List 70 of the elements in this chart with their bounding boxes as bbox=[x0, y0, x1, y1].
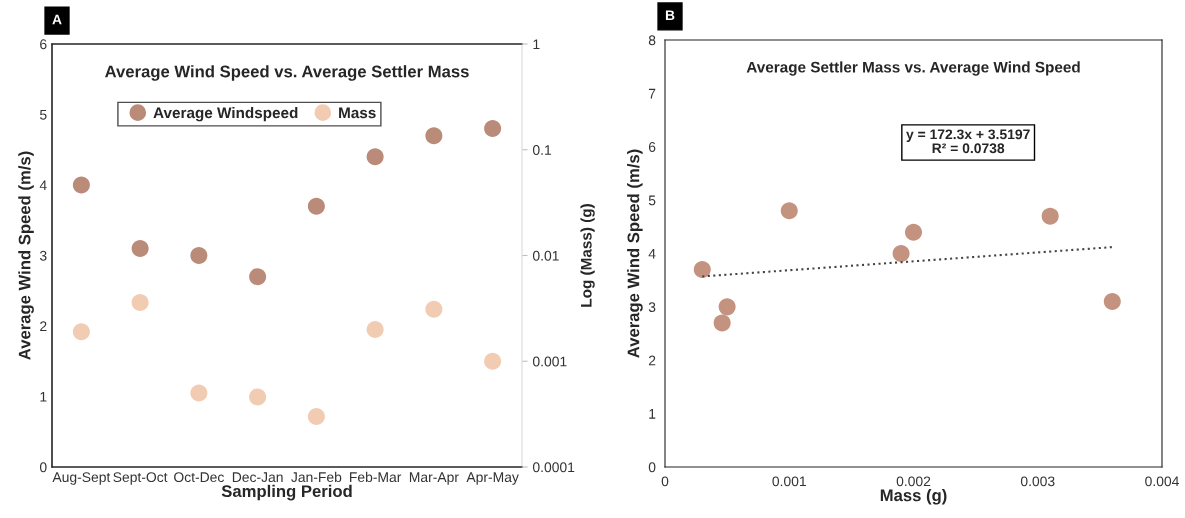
point bbox=[780, 202, 798, 220]
point bbox=[892, 244, 910, 263]
x-tick-label: Oct-Dec bbox=[174, 472, 224, 483]
x-tick-label: 0.002 bbox=[896, 476, 931, 487]
y-tick-label: 3 bbox=[648, 302, 656, 313]
y2-tick-label: 1 bbox=[533, 39, 540, 50]
y-tick-label: 6 bbox=[648, 142, 656, 152]
y2-tick-label: 0.0001 bbox=[532, 462, 575, 473]
y-tick-label: 5 bbox=[648, 195, 656, 206]
point bbox=[190, 384, 208, 402]
y2-axis-title: Log (Mass) (g) bbox=[580, 204, 595, 307]
y-tick-label: 4 bbox=[648, 248, 656, 259]
y-tick-label: 3 bbox=[39, 250, 47, 261]
point bbox=[425, 300, 443, 318]
annotation: y = 172.3x + 3.5197 R² = 0.0738 bbox=[906, 129, 1030, 154]
point bbox=[713, 314, 731, 332]
x-tick-label: Feb-Mar bbox=[350, 471, 402, 483]
y-axis-title: Average Wind Speed (m/s) bbox=[18, 151, 34, 360]
y-tick-label: 2 bbox=[40, 321, 47, 332]
point bbox=[131, 293, 149, 311]
y-tick-label: 0 bbox=[648, 462, 656, 473]
x-tick-label: Mar-Apr bbox=[409, 472, 459, 485]
y-tick-label: 5 bbox=[39, 109, 47, 120]
point bbox=[484, 352, 502, 370]
y2-tick-label: 0.01 bbox=[532, 250, 559, 261]
point bbox=[904, 223, 923, 241]
point bbox=[1041, 207, 1059, 225]
point bbox=[366, 148, 384, 166]
y-tick-label: 1 bbox=[649, 409, 656, 419]
point bbox=[425, 127, 443, 145]
x-tick-label: Dec-Jan bbox=[232, 472, 283, 483]
x-tick-label: 0.003 bbox=[1020, 476, 1055, 487]
y-tick-label: 4 bbox=[39, 180, 47, 191]
text: B bbox=[665, 10, 675, 21]
point bbox=[249, 268, 267, 286]
point bbox=[131, 239, 149, 257]
y-axis-title: Average Wind Speed (m/s) bbox=[627, 149, 643, 358]
x-tick-label: Jan-Feb bbox=[291, 471, 342, 483]
point bbox=[1103, 293, 1121, 311]
y-tick-label: 8 bbox=[648, 35, 656, 46]
x-tick-label: 0.001 bbox=[772, 476, 806, 487]
x-tick-label: Aug-Sept bbox=[52, 472, 111, 485]
point bbox=[366, 320, 384, 338]
y-tick-label: 1 bbox=[40, 391, 47, 402]
text: Average Settler Mass vs. Average Wind Speed bbox=[746, 61, 1080, 76]
x-tick-label: Apr-May bbox=[466, 472, 519, 485]
point bbox=[72, 323, 90, 341]
y-tick-label: 6 bbox=[40, 39, 47, 50]
y-tick-label: 7 bbox=[648, 88, 656, 99]
x-tick-label: 0 bbox=[661, 476, 669, 487]
point bbox=[307, 197, 325, 215]
x-axis-title: Sampling Period bbox=[221, 484, 352, 501]
point bbox=[307, 408, 325, 426]
x-tick-label: 0.004 bbox=[1145, 476, 1179, 487]
x-axis-title: Mass (g) bbox=[880, 488, 947, 505]
point bbox=[190, 246, 208, 265]
legend-label: Average Windspeed bbox=[153, 106, 298, 122]
point bbox=[693, 261, 711, 279]
y2-tick-label: 0.1 bbox=[532, 145, 552, 155]
legend-label: Mass bbox=[339, 107, 376, 119]
point bbox=[72, 176, 90, 194]
y-tick-label: 2 bbox=[648, 355, 656, 366]
text: A bbox=[52, 14, 62, 25]
x-tick-label: Sept-Oct bbox=[113, 472, 168, 485]
y-tick-label: 0 bbox=[39, 462, 47, 473]
y2-tick-label: 0.001 bbox=[532, 356, 567, 367]
point bbox=[484, 120, 502, 138]
point bbox=[249, 388, 267, 406]
text: Average Wind Speed vs. Average Settler Mass bbox=[105, 65, 469, 81]
point bbox=[718, 298, 736, 316]
